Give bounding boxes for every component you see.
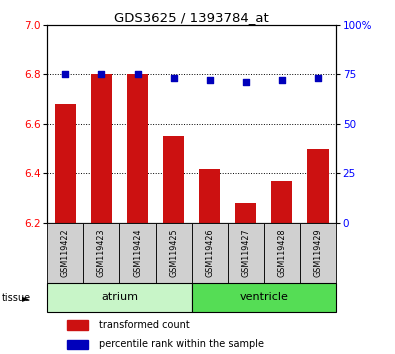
Text: GSM119425: GSM119425 [169, 229, 178, 278]
Bar [55, 104, 76, 223]
Bar [163, 136, 184, 223]
Point [98, 72, 105, 77]
Text: GSM119423: GSM119423 [97, 229, 106, 278]
Point [134, 72, 141, 77]
Text: GSM119429: GSM119429 [313, 229, 322, 278]
Title: GDS3625 / 1393784_at: GDS3625 / 1393784_at [114, 11, 269, 24]
Bar [67, 339, 88, 349]
Bar [156, 223, 192, 283]
Text: tissue: tissue [2, 293, 31, 303]
Bar [228, 223, 264, 283]
Bar [91, 74, 112, 223]
Point [170, 75, 177, 81]
Bar [83, 223, 119, 283]
Bar [235, 203, 256, 223]
Point [243, 79, 249, 85]
Bar [264, 223, 300, 283]
Bar [127, 74, 149, 223]
Bar [47, 283, 192, 312]
Point [62, 72, 69, 77]
Text: percentile rank within the sample: percentile rank within the sample [99, 339, 263, 349]
Bar [67, 320, 88, 330]
Text: GSM119426: GSM119426 [205, 229, 214, 278]
Text: GSM119427: GSM119427 [241, 229, 250, 278]
Bar [192, 223, 228, 283]
Text: ventricle: ventricle [239, 292, 288, 302]
Text: transformed count: transformed count [99, 320, 189, 330]
Bar [199, 169, 220, 223]
Bar [271, 181, 292, 223]
Point [278, 78, 285, 83]
Text: GSM119422: GSM119422 [61, 229, 70, 278]
Bar [300, 223, 336, 283]
Bar [47, 223, 83, 283]
Text: ►: ► [22, 293, 29, 303]
Point [207, 78, 213, 83]
Bar [120, 223, 156, 283]
Text: GSM119428: GSM119428 [277, 229, 286, 278]
Bar [307, 149, 329, 223]
Bar [192, 283, 336, 312]
Text: atrium: atrium [101, 292, 138, 302]
Point [314, 75, 321, 81]
Text: GSM119424: GSM119424 [133, 229, 142, 278]
